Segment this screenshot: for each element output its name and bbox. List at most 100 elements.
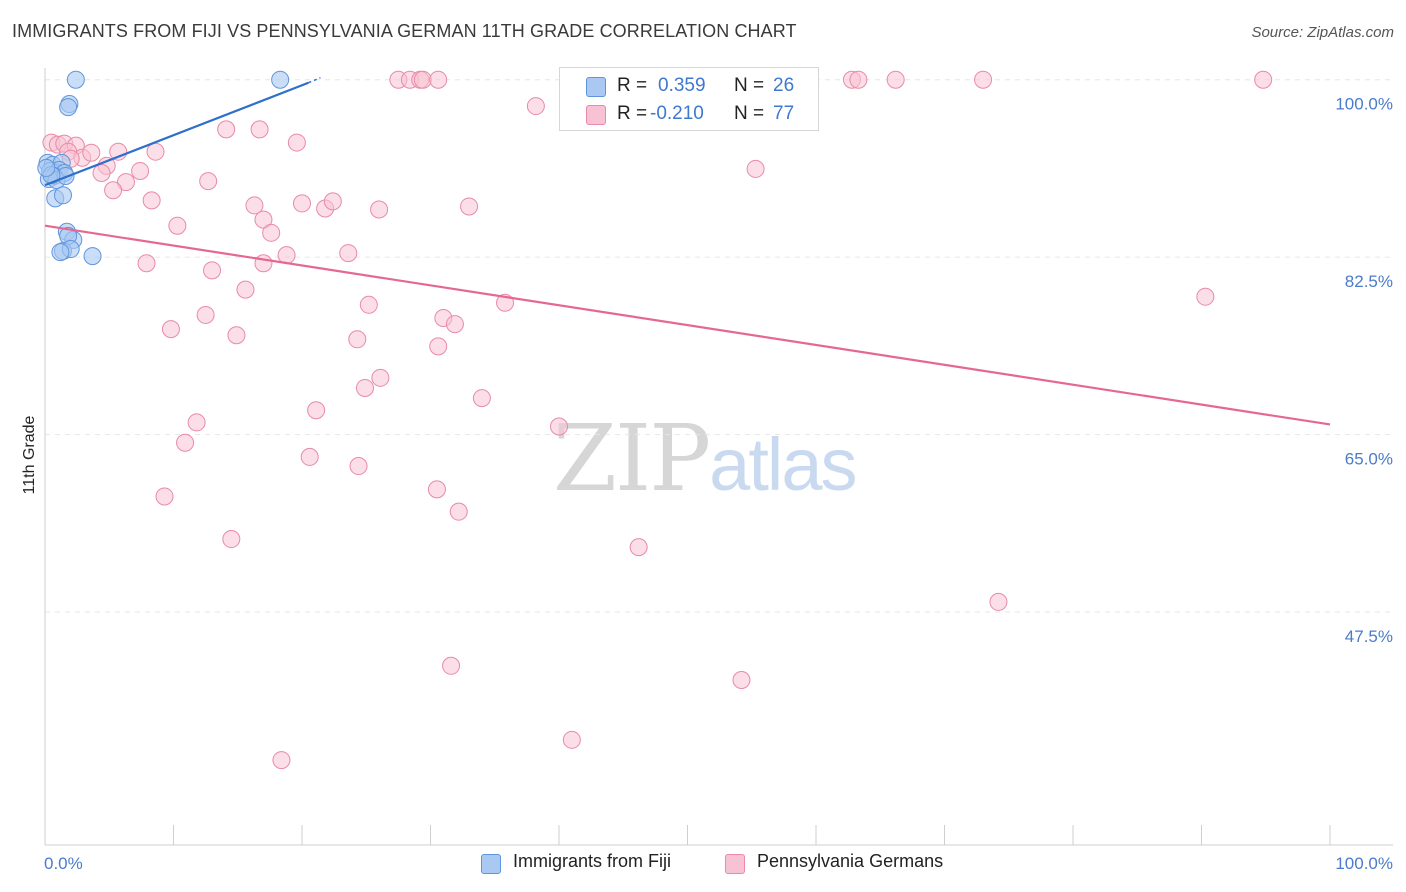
pg-point (245, 196, 264, 215)
legend-n-value: 26 (773, 75, 795, 96)
pg-point (137, 254, 156, 273)
pg-point (629, 538, 648, 557)
chart-title: IMMIGRANTS FROM FIJI VS PENNSYLVANIA GER… (12, 21, 797, 41)
pg-point (460, 197, 479, 216)
y-tick-label: 82.5% (1345, 272, 1393, 291)
axis-labels: 47.5% 65.0% 82.5% 100.0% 0.0% 100.0% 11th Grad… (21, 95, 1393, 873)
x-tick-label: 0.0% (44, 854, 83, 873)
pg-point (155, 487, 174, 506)
legend-n-value: 77 (773, 103, 795, 124)
pg-point (974, 70, 993, 89)
legend-r-label: R = (617, 75, 648, 96)
pg-point (262, 223, 281, 242)
pg-point (250, 120, 269, 139)
pg-point (146, 142, 165, 161)
pg-point (359, 295, 378, 314)
trend-lines (44, 77, 1331, 426)
pg-point (227, 326, 246, 345)
pg-point (348, 330, 367, 349)
pg-point (550, 417, 568, 436)
pg-swatch (586, 105, 606, 125)
fiji-point (51, 243, 70, 262)
pg-point (429, 70, 448, 89)
pg-point (199, 172, 218, 191)
grid-lines (45, 79, 1390, 613)
pg-point (989, 592, 1008, 611)
pg-point (82, 143, 101, 162)
legend-r-label: R = (617, 103, 648, 124)
pg-point (307, 401, 326, 420)
pg-legend-label: Pennsylvania Germans (757, 851, 944, 871)
y-tick-label: 47.5% (1345, 627, 1393, 646)
pg-point (161, 320, 180, 339)
pg-point (272, 751, 291, 770)
pg-point (287, 133, 306, 152)
correlation-legend: R = 0.359 N = 26 R = -0.210 N = 77 (559, 67, 819, 131)
pg-point (236, 280, 255, 299)
pg-point (196, 305, 215, 324)
fiji-points (37, 70, 290, 266)
x-tick-label: 100.0% (1335, 854, 1393, 873)
watermark-zip: ZIP (553, 405, 711, 512)
pg-point (1196, 287, 1215, 306)
pg-point (427, 480, 446, 499)
fiji-point (271, 70, 290, 89)
axes (44, 68, 1393, 846)
legend-r-value: 0.359 (658, 75, 706, 96)
pg-trend-line (44, 224, 1331, 426)
fiji-swatch (586, 77, 606, 97)
pg-point (442, 656, 461, 675)
pg-point (370, 200, 389, 219)
fiji-legend-label: Immigrants from Fiji (513, 851, 672, 871)
legend-r-value: -0.210 (650, 103, 704, 124)
legend-row-fiji: R = 0.359 N = 26 (560, 73, 818, 99)
pg-point (176, 433, 195, 452)
pg-point (1254, 70, 1273, 89)
pg-point (339, 244, 358, 263)
legend-n-label: N = (734, 103, 765, 124)
pg-point (104, 181, 123, 200)
watermark-atlas: atlas (709, 423, 857, 506)
pg-point (293, 194, 311, 213)
pg-point (562, 730, 581, 749)
fiji-point (59, 98, 78, 117)
pg-point (449, 502, 468, 521)
legend-row-pg: R = -0.210 N = 77 (560, 101, 818, 127)
pg-point (142, 191, 161, 210)
fiji-point (66, 70, 85, 89)
pg-point (732, 670, 751, 689)
pg-point (300, 447, 319, 466)
pg-point (355, 378, 374, 397)
pg-point (116, 173, 135, 192)
fiji-trend-line (44, 81, 309, 187)
source-credit: Source: ZipAtlas.com (1251, 24, 1394, 41)
fiji-point (53, 186, 72, 205)
pg-legend-swatch (725, 854, 745, 874)
y-axis-label: 11th Grade (21, 415, 38, 494)
pg-point (526, 97, 545, 116)
watermark: ZIPatlas (553, 405, 857, 512)
fiji-point (83, 247, 102, 266)
pg-point (445, 315, 464, 334)
pg-point (254, 254, 273, 273)
pg-point (371, 368, 390, 387)
pg-point (413, 70, 432, 89)
pg-point (323, 192, 342, 211)
pg-point (187, 413, 206, 432)
pg-point (349, 457, 368, 476)
pg-point (168, 216, 187, 235)
pg-point (886, 70, 905, 89)
fiji-trend-extension (308, 77, 321, 84)
legend-n-label: N = (734, 75, 765, 96)
pg-point (222, 530, 241, 549)
pg-point (217, 120, 236, 139)
pg-point (131, 161, 150, 180)
y-tick-label: 65.0% (1345, 450, 1393, 469)
fiji-point (37, 158, 56, 177)
pg-point (849, 70, 868, 89)
pg-point (254, 210, 273, 229)
pg-point (746, 159, 765, 178)
pennsylvania-germans-points (42, 70, 1273, 770)
y-tick-label: 100.0% (1335, 95, 1393, 114)
